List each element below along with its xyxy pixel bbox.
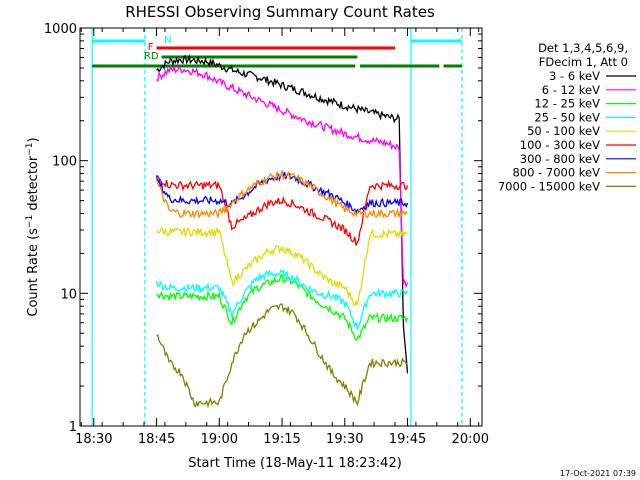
series-line-2	[156, 64, 409, 289]
series-line-5	[156, 226, 408, 307]
flag-label-f: F	[148, 42, 154, 53]
chart-title: RHESSI Observing Summary Count Rates	[125, 3, 435, 21]
legend-header-line-1: Det 1,3,4,5,6,9,	[538, 41, 628, 55]
legend-entry-2: 6 - 12 keV	[542, 83, 600, 97]
legend-entry-1: 3 - 6 keV	[549, 69, 600, 83]
series-line-1	[156, 53, 409, 374]
flag-label-rd: RD	[144, 51, 159, 62]
y-tick-label-2: 10	[60, 287, 77, 302]
legend: Det 1,3,4,5,6,9, FDecim 1, Att 0 3 - 6 k…	[498, 41, 636, 193]
x-tick-label-6: 19:45	[389, 432, 426, 447]
y-tick-label-1: 1	[69, 420, 77, 435]
series-line-9	[156, 303, 408, 409]
legend-entry-4: 25 - 50 keV	[534, 110, 600, 124]
plot-frame	[79, 27, 483, 427]
legend-entry-8: 800 - 7000 keV	[512, 166, 600, 180]
x-tick-label-3: 19:00	[201, 432, 238, 447]
legend-entry-5: 50 - 100 keV	[527, 124, 600, 138]
legend-entry-9: 7000 - 15000 keV	[498, 179, 600, 193]
series-line-8	[155, 170, 409, 220]
legend-entry-3: 12 - 25 keV	[534, 97, 600, 111]
flag-label-n: N	[164, 35, 171, 46]
y-axis-label: Count Rate (s−1 detector−1)	[25, 137, 41, 316]
axes: 18:30 18:45 19:00 19:15 19:30 19:45 20:00 1 10 10…	[44, 22, 489, 447]
x-tick-label-5: 19:30	[326, 432, 363, 447]
x-tick-label-2: 18:45	[138, 432, 175, 447]
x-tick-label-4: 19:15	[263, 432, 300, 447]
series-line-3	[156, 273, 409, 342]
legend-header-line-2: FDecim 1, Att 0	[539, 55, 628, 69]
legend-entry-7: 300 - 800 keV	[520, 152, 600, 166]
timestamp-footer: 17-Oct-2021 07:39	[560, 469, 636, 478]
x-tick-label-7: 20:00	[452, 432, 489, 447]
legend-entry-6: 100 - 300 keV	[520, 138, 600, 152]
y-tick-label-3: 100	[52, 155, 77, 170]
x-tick-label-1: 18:30	[75, 432, 112, 447]
x-axis-label: Start Time (18-May-11 18:23:42)	[188, 456, 402, 471]
series-line-4	[155, 268, 409, 331]
y-tick-label-4: 1000	[44, 22, 77, 37]
series-line-6	[156, 175, 409, 246]
